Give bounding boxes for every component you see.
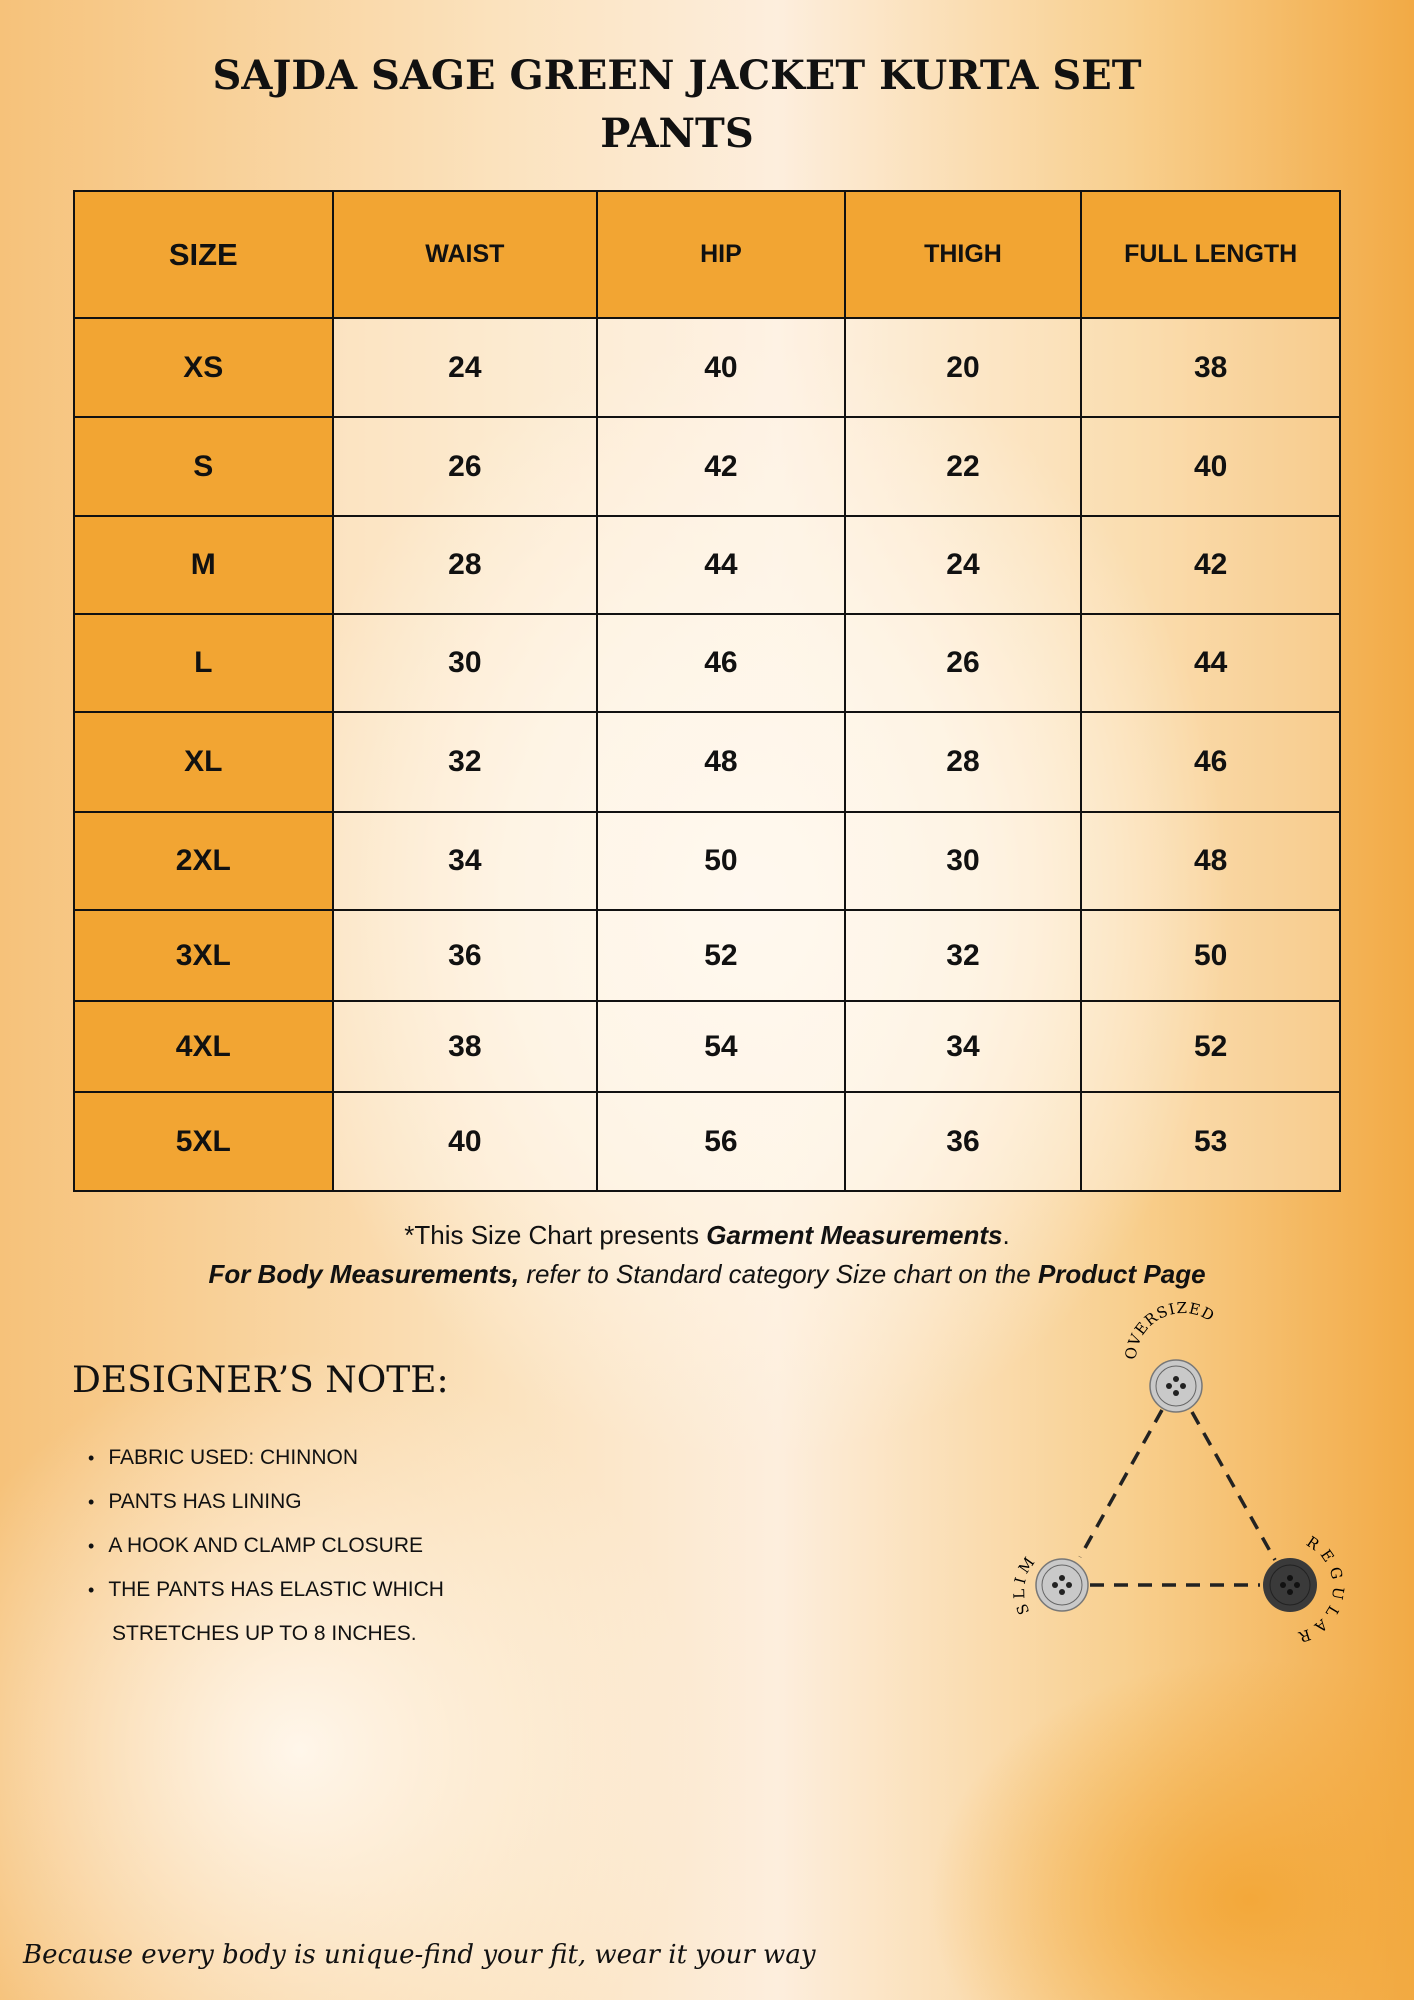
measurement-cell: 40	[331, 1091, 599, 1192]
measurement-cell: 34	[843, 1000, 1083, 1093]
table-row: XS 24 40 20 38	[73, 317, 1341, 418]
size-cell: S	[73, 416, 334, 517]
column-header: THIGH	[843, 190, 1083, 319]
measurement-cell: 44	[596, 515, 846, 615]
measurement-cell: 30	[331, 613, 599, 713]
measurement-cell: 24	[331, 317, 599, 418]
designer-note-heading: DESIGNER’S NOTE:	[72, 1360, 449, 1401]
column-header: WAIST	[331, 190, 599, 319]
measurement-cell: 46	[1080, 711, 1341, 813]
measurement-cell: 52	[596, 909, 846, 1002]
list-item: PANTS HAS LINING	[88, 1480, 444, 1524]
size-cell: L	[73, 613, 334, 713]
disclaimer-emphasis: For Body Measurements,	[208, 1259, 520, 1289]
page-subtitle: PANTS	[600, 110, 754, 157]
fit-triangle-lines	[1078, 1409, 1277, 1587]
measurement-cell: 48	[596, 711, 846, 813]
measurement-cell: 42	[1080, 515, 1341, 615]
table-row: 3XL 36 52 32 50	[73, 909, 1341, 1002]
button-icon-regular	[1263, 1558, 1317, 1612]
measurement-cell: 53	[1080, 1091, 1341, 1192]
measurement-cell: 32	[843, 909, 1083, 1002]
measurement-cell: 26	[843, 613, 1083, 713]
measurement-cell: 32	[331, 711, 599, 813]
measurement-cell: 24	[843, 515, 1083, 615]
measurement-cell: 34	[331, 811, 599, 911]
measurement-cell: 30	[843, 811, 1083, 911]
table-row: L 30 46 26 44	[73, 613, 1341, 713]
size-chart-table: SIZE WAIST HIP THIGH FULL LENGTH XS 24 40 20 38 S…	[73, 190, 1341, 1192]
disclaimer-text: refer to Standard category Size chart on…	[519, 1259, 1038, 1289]
table-row: S 26 42 22 40	[73, 416, 1341, 517]
measurement-cell: 52	[1080, 1000, 1341, 1093]
size-cell: XL	[73, 711, 334, 813]
size-cell: M	[73, 515, 334, 615]
measurement-cell: 36	[331, 909, 599, 1002]
table-row: XL 32 48 28 46	[73, 711, 1341, 813]
measurement-cell: 50	[596, 811, 846, 911]
size-cell: 2XL	[73, 811, 334, 911]
disclaimer-line-2: For Body Measurements, refer to Standard…	[0, 1259, 1414, 1290]
measurement-cell: 28	[331, 515, 599, 615]
measurement-cell: 40	[1080, 416, 1341, 517]
measurement-cell: 50	[1080, 909, 1341, 1002]
measurement-cell: 54	[596, 1000, 846, 1093]
designer-note-list: FABRIC USED: CHINNON PANTS HAS LINING A …	[88, 1436, 444, 1656]
disclaimer-line-1: *This Size Chart presents Garment Measur…	[0, 1220, 1414, 1251]
measurement-cell: 56	[596, 1091, 846, 1192]
list-item: THE PANTS HAS ELASTIC WHICH	[88, 1568, 444, 1612]
measurement-cell: 36	[843, 1091, 1083, 1192]
table-row: M 28 44 24 42	[73, 515, 1341, 615]
fit-label-oversized: OVERSIZED	[1122, 1299, 1218, 1361]
measurement-cell: 28	[843, 711, 1083, 813]
column-header: FULL LENGTH	[1080, 190, 1341, 319]
size-cell: 5XL	[73, 1091, 334, 1192]
product-page-reference: Product Page	[1037, 1259, 1206, 1289]
footer-tagline: Because every body is unique-find your f…	[23, 1940, 816, 1970]
list-item: A HOOK AND CLAMP CLOSURE	[88, 1524, 444, 1568]
measurement-cell: 48	[1080, 811, 1341, 911]
page-title: SAJDA SAGE GREEN JACKET KURTA SET	[212, 52, 1142, 99]
size-cell: XS	[73, 317, 334, 418]
column-header: HIP	[596, 190, 846, 319]
table-header-row: SIZE WAIST HIP THIGH FULL LENGTH	[73, 190, 1341, 319]
disclaimer-emphasis: Garment Measurements	[706, 1220, 1003, 1250]
list-item: FABRIC USED: CHINNON	[88, 1436, 444, 1480]
measurement-cell: 38	[1080, 317, 1341, 418]
table-row: 2XL 34 50 30 48	[73, 811, 1341, 911]
measurement-cell: 42	[596, 416, 846, 517]
table-row: 5XL 40 56 36 53	[73, 1091, 1341, 1192]
button-icon-oversized	[1149, 1359, 1203, 1413]
measurement-cell: 26	[331, 416, 599, 517]
measurement-cell: 38	[331, 1000, 599, 1093]
list-item: STRETCHES UP TO 8 INCHES.	[112, 1622, 417, 1645]
measurement-cell: 46	[596, 613, 846, 713]
size-cell: 3XL	[73, 909, 334, 1002]
measurement-cell: 44	[1080, 613, 1341, 713]
measurement-cell: 22	[843, 416, 1083, 517]
column-header: SIZE	[73, 190, 334, 319]
disclaimer-period: .	[1002, 1220, 1010, 1250]
disclaimer-text: *This Size Chart presents	[404, 1220, 707, 1250]
measurement-cell: 40	[596, 317, 846, 418]
size-cell: 4XL	[73, 1000, 334, 1093]
measurement-cell: 20	[843, 317, 1083, 418]
table-row: 4XL 38 54 34 52	[73, 1000, 1341, 1093]
button-icon-slim	[1035, 1558, 1089, 1612]
